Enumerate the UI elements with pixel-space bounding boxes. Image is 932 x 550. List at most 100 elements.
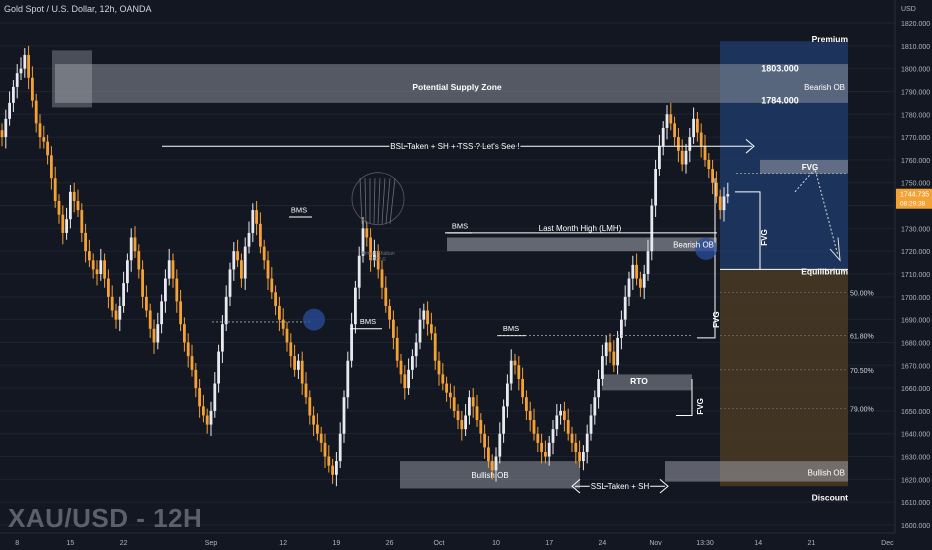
candle-body — [563, 410, 566, 421]
candle-body — [270, 278, 274, 293]
bullish-ob-right-label: Bullish OB — [808, 469, 845, 478]
candle-body — [699, 132, 703, 147]
time-tick-label: Dec — [881, 540, 894, 547]
candle-body — [34, 100, 38, 124]
candle-body — [547, 442, 551, 457]
candle-body — [232, 251, 236, 270]
candle-body — [707, 159, 711, 170]
time-tick-label: 10 — [492, 540, 500, 547]
candle-body — [0, 130, 4, 138]
candle-body — [661, 127, 665, 147]
candle-body — [616, 337, 619, 366]
fib-level-label: 50.00% — [850, 290, 874, 297]
candle-body — [293, 356, 296, 370]
candle-body — [437, 360, 441, 375]
price-tick-label: 1700.000 — [901, 295, 930, 302]
candle-body — [53, 178, 57, 201]
fvg-bracket — [676, 378, 693, 416]
candle-body — [114, 310, 118, 320]
candle-body — [129, 237, 133, 261]
candle-body — [88, 251, 91, 261]
candle-body — [198, 388, 201, 407]
candle-body — [46, 141, 49, 156]
candle-body — [509, 360, 513, 384]
candle-body — [228, 269, 232, 297]
ssl-arrow-left-icon — [571, 478, 581, 494]
candle-body — [422, 310, 426, 320]
bearish-ob-top-label: Bearish OB — [804, 83, 845, 92]
candle-body — [631, 264, 635, 279]
candle-body — [612, 351, 616, 366]
rto-label: RTO — [630, 376, 648, 386]
bullish-ob-left-zone — [400, 461, 580, 489]
discount-zone — [720, 269, 848, 487]
candle-body — [285, 328, 289, 343]
candle-body — [411, 356, 414, 370]
candle-body — [346, 360, 350, 398]
candle-body — [665, 114, 669, 128]
candle-body — [589, 415, 593, 434]
candle-body — [224, 296, 228, 325]
candle-body — [148, 310, 152, 329]
candle-body — [42, 137, 46, 142]
candle-body — [247, 232, 251, 247]
price-tick-label: 1660.000 — [901, 386, 930, 393]
rto-zone — [602, 374, 692, 391]
bearish-ob-mid-zone — [447, 237, 717, 252]
candle-body — [456, 410, 460, 421]
supply-zone-label: Potential Supply Zone — [412, 82, 502, 92]
candle-body — [38, 123, 42, 138]
fvg-top-zone — [760, 159, 848, 174]
price-tick-label: 1750.000 — [901, 181, 930, 188]
current-price-value: 1744.735 — [900, 192, 929, 199]
candle-body — [513, 360, 517, 366]
candle-body — [278, 305, 281, 320]
candle-body — [50, 155, 53, 179]
candle-body — [103, 260, 106, 279]
candle-body — [642, 274, 646, 288]
candle-body — [627, 278, 631, 297]
time-tick-label: 26 — [386, 540, 394, 547]
candle-body — [426, 310, 429, 325]
current-price-tag — [896, 188, 932, 209]
logo-stroke — [373, 178, 376, 224]
candle-body — [327, 456, 331, 466]
candle-body — [304, 383, 308, 398]
price-tick-label: 1730.000 — [901, 226, 930, 233]
candle-body — [255, 210, 258, 224]
candle-body — [110, 296, 114, 311]
time-tick-label: 8 — [15, 540, 19, 547]
candle-body — [8, 102, 11, 119]
candle-body — [122, 283, 125, 306]
candle-body — [335, 461, 338, 475]
candle-body — [517, 365, 521, 379]
price-tick-label: 1630.000 — [901, 455, 930, 462]
candle-body — [369, 237, 372, 261]
candle-body — [145, 296, 148, 311]
candle-body — [373, 251, 376, 261]
candle-body — [107, 278, 110, 297]
candle-body — [718, 196, 722, 211]
equilibrium-label: Equilibrium — [801, 267, 848, 277]
candle-body — [490, 461, 494, 471]
candle-body — [395, 337, 399, 361]
bearish-ob-mid-label: Bearish OB — [673, 240, 714, 249]
candle-body — [308, 397, 312, 416]
candle-body — [221, 324, 224, 352]
candle-body — [202, 406, 205, 416]
candle-body — [167, 260, 171, 279]
price-tick-label: 1710.000 — [901, 272, 930, 279]
candle-body — [80, 210, 84, 233]
time-tick-label: 15 — [67, 540, 75, 547]
candle-body — [376, 251, 380, 270]
candle-body — [61, 214, 65, 233]
candle-body — [281, 319, 285, 329]
bms-label: BMS — [503, 324, 519, 333]
candle-body — [259, 223, 262, 247]
candle-body — [141, 269, 144, 297]
price-tick-label: 1760.000 — [901, 158, 930, 165]
candle-body — [65, 219, 68, 233]
price-tick-label: 1790.000 — [901, 89, 930, 96]
logo-text: Arman Shaban — [361, 251, 395, 257]
